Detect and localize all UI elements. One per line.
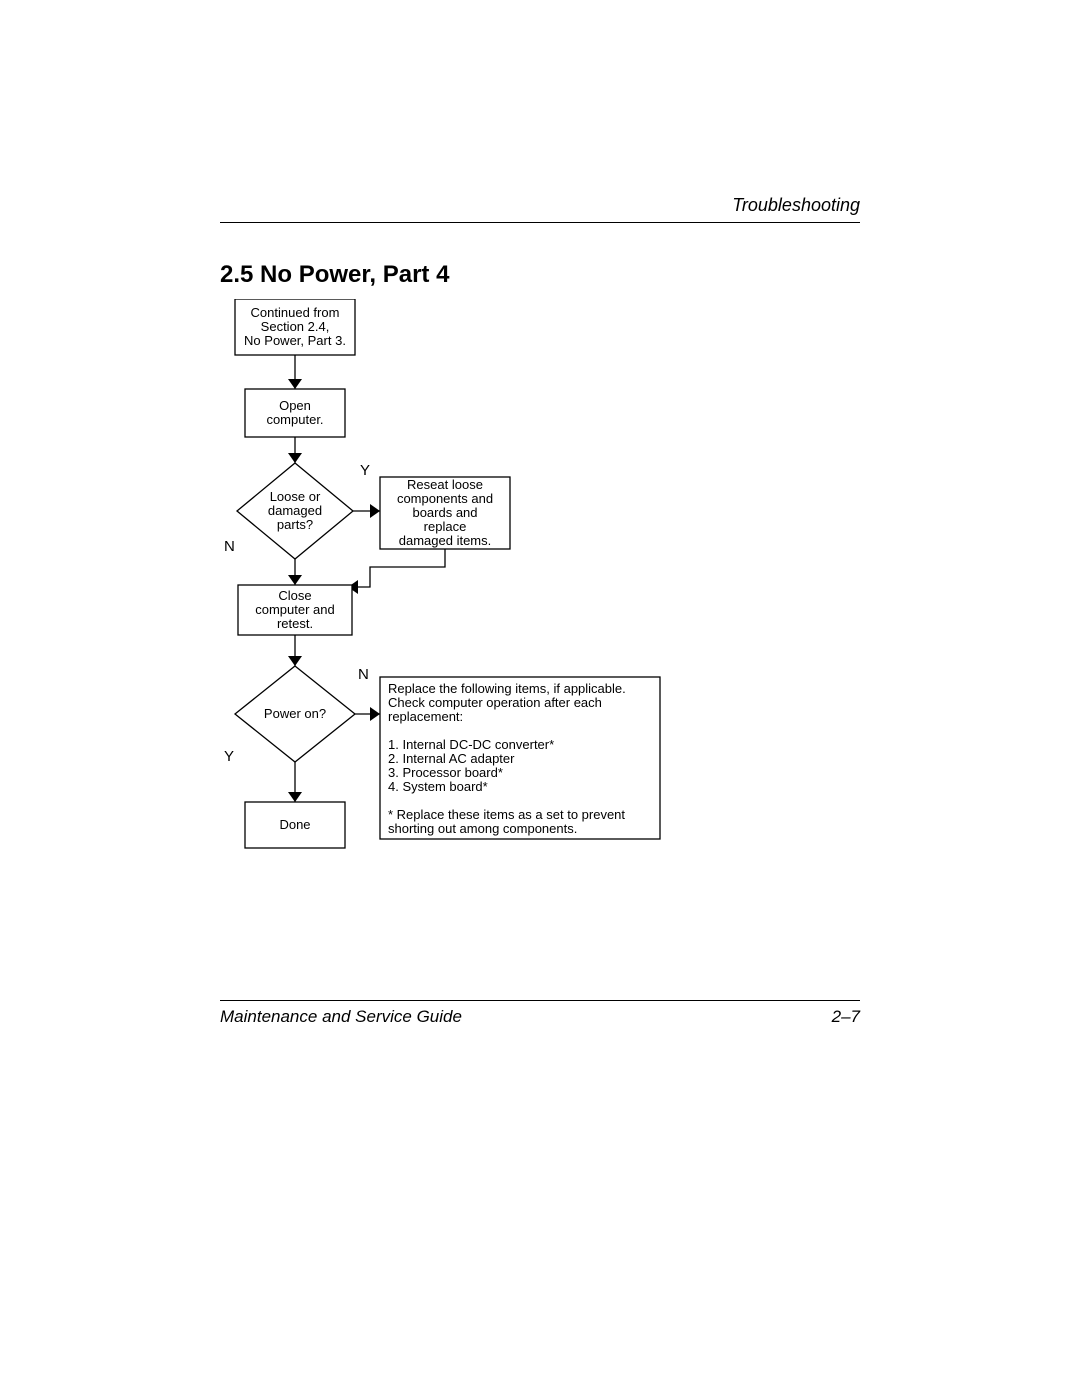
- svg-text:Check computer operation after: Check computer operation after each: [388, 695, 602, 710]
- svg-text:parts?: parts?: [277, 517, 313, 532]
- flowchart: Y N N Y Continued fromSection 2.4,No Power, …: [220, 299, 680, 859]
- svg-text:Section 2.4,: Section 2.4,: [261, 319, 330, 334]
- svg-text:damaged items.: damaged items.: [399, 533, 492, 548]
- svg-text:Y: Y: [224, 748, 234, 765]
- node-loose: Loose ordamagedparts?: [237, 463, 353, 559]
- svg-text:Loose or: Loose or: [270, 489, 321, 504]
- section-title: 2.5 No Power, Part 4: [220, 261, 860, 289]
- svg-text:2. Internal AC adapter: 2. Internal AC adapter: [388, 751, 515, 766]
- svg-text:Replace the following items, i: Replace the following items, if applicab…: [388, 681, 626, 696]
- svg-text:computer.: computer.: [266, 412, 323, 427]
- svg-text:retest.: retest.: [277, 616, 313, 631]
- footer-left: Maintenance and Service Guide: [220, 1007, 462, 1027]
- svg-text:shorting out among components.: shorting out among components.: [388, 821, 577, 836]
- node-replace: Replace the following items, if applicab…: [380, 677, 660, 839]
- svg-text:4. System board*: 4. System board*: [388, 779, 488, 794]
- svg-text:1. Internal DC-DC converter*: 1. Internal DC-DC converter*: [388, 737, 554, 752]
- svg-text:* Replace these items as a set: * Replace these items as a set to preven…: [388, 807, 625, 822]
- svg-text:Continued from: Continued from: [251, 305, 340, 320]
- svg-text:replace: replace: [424, 519, 467, 534]
- svg-text:computer and: computer and: [255, 602, 335, 617]
- node-open: Opencomputer.: [245, 389, 345, 437]
- footer-rule: [220, 1000, 860, 1001]
- footer-right: 2–7: [832, 1007, 860, 1027]
- svg-text:3. Processor board*: 3. Processor board*: [388, 765, 503, 780]
- node-close: Closecomputer andretest.: [238, 585, 352, 635]
- header-label: Troubleshooting: [220, 195, 860, 216]
- node-reseat: Reseat loosecomponents andboards andrepl…: [380, 477, 510, 549]
- svg-text:boards and: boards and: [412, 505, 477, 520]
- svg-text:Reseat loose: Reseat loose: [407, 477, 483, 492]
- node-done: Done: [245, 802, 345, 848]
- svg-text:Done: Done: [279, 817, 310, 832]
- svg-text:N: N: [224, 538, 235, 555]
- svg-text:replacement:: replacement:: [388, 709, 463, 724]
- svg-text:damaged: damaged: [268, 503, 322, 518]
- svg-text:Y: Y: [360, 462, 370, 479]
- node-poweron: Power on?: [235, 666, 355, 762]
- svg-text:components and: components and: [397, 491, 493, 506]
- node-start: Continued fromSection 2.4,No Power, Part…: [235, 299, 355, 355]
- svg-text:No Power, Part 3.: No Power, Part 3.: [244, 333, 346, 348]
- svg-text:Power on?: Power on?: [264, 706, 326, 721]
- header-rule: [220, 222, 860, 223]
- svg-text:Open: Open: [279, 398, 311, 413]
- svg-text:N: N: [358, 666, 369, 683]
- svg-text:Close: Close: [278, 588, 311, 603]
